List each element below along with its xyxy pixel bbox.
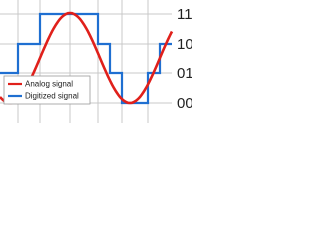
page: Analog signal Digitized signal 11 10 01 …: [0, 0, 192, 123]
level-label: 00: [177, 95, 192, 112]
level-label: 11: [177, 6, 192, 23]
level-label: 01: [177, 65, 192, 82]
plot-area: [0, 0, 172, 123]
diagram: Analog signal Digitized signal 11 10 01 …: [0, 0, 192, 123]
level-label: 10: [177, 36, 192, 53]
legend-label: Digitized signal: [25, 92, 79, 101]
legend: [3, 75, 91, 105]
legend-label: Analog signal: [25, 80, 73, 89]
